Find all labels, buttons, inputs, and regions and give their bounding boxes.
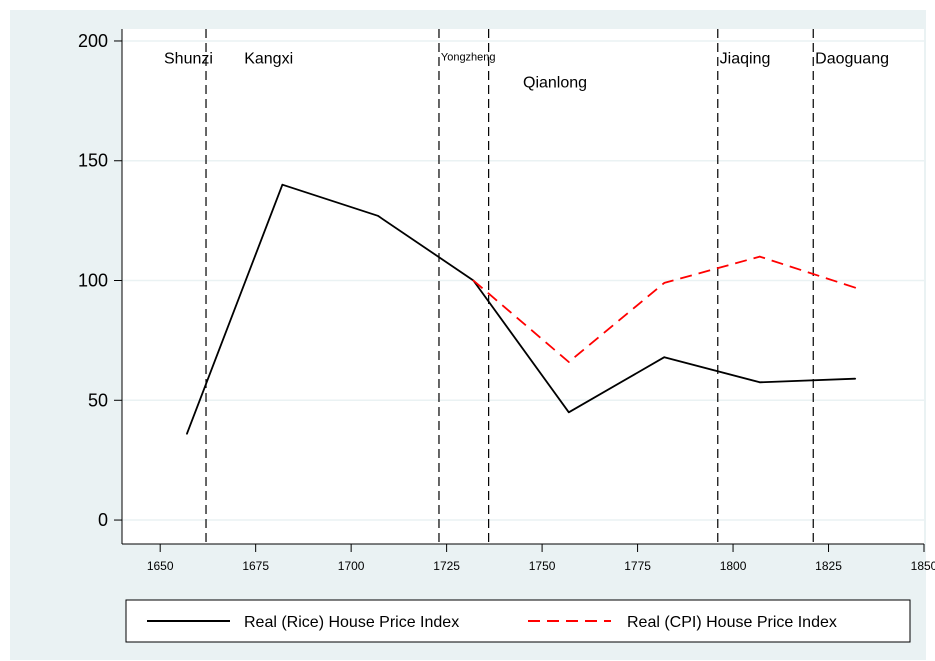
data-point-rice [377,215,379,217]
reign-label: Shunzi [164,51,213,68]
reign-label: Jiaqing [720,51,771,68]
x-tick-label: 1825 [815,559,842,573]
data-point-rice [281,183,284,186]
data-point-cpi [472,279,475,282]
reign-label: Kangxi [244,51,293,68]
data-point-rice [568,411,570,414]
data-point-rice [186,433,188,435]
y-tick-label: 100 [78,271,108,291]
grid-lines [122,40,924,521]
reign-label: Daoguang [815,51,889,68]
data-series [186,183,857,435]
legend-box [125,599,911,643]
y-tick-label: 0 [98,510,108,530]
x-tick-label: 1650 [147,559,174,573]
y-tick-label: 150 [78,151,108,171]
legend: Real (Rice) House Price Index Real (CPI)… [125,599,911,643]
legend-label-rice: Real (Rice) House Price Index [244,614,459,631]
data-point-cpi [758,255,761,258]
y-tick-label: 50 [88,390,108,410]
data-point-cpi [854,286,857,289]
series-line-rice [186,183,856,435]
x-tick-label: 1800 [720,559,747,573]
legend-label-cpi: Real (CPI) House Price Index [627,614,837,631]
x-tick-label: 1775 [624,559,651,573]
data-point-rice [854,377,857,380]
reign-label: Yongzheng [441,52,496,64]
data-point-cpi [663,282,666,284]
data-point-rice [758,381,761,384]
x-tick-label: 1850 [911,559,935,573]
y-tick-label: 200 [78,31,108,51]
data-point-rice [663,356,666,358]
reign-dividers: Shunzi Kangxi Yongzheng Qianlong Jiaqing Daog… [164,29,889,544]
data-point-cpi [568,361,570,363]
plot-area [122,29,924,544]
x-tick-label: 1675 [242,559,269,573]
x-tick-label: 1725 [433,559,460,573]
axes: 0 50 100 150 200 1650 1675 1700 1725 1750 1775 1800… [78,29,935,573]
reign-label: Qianlong [523,75,587,92]
x-tick-label: 1700 [338,559,365,573]
x-tick-label: 1750 [529,559,556,573]
